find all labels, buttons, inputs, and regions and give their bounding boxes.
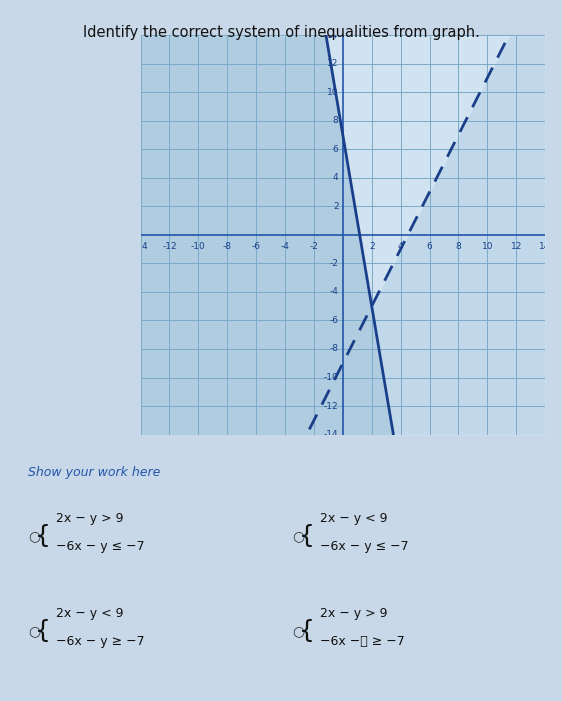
Text: -12: -12 (324, 402, 338, 411)
Text: −6x − y ≥ −7: −6x − y ≥ −7 (56, 635, 145, 648)
Text: 2x − y > 9: 2x − y > 9 (56, 512, 124, 525)
Text: 6: 6 (427, 242, 432, 251)
Text: 8: 8 (333, 116, 338, 125)
Text: 4: 4 (333, 173, 338, 182)
Text: -10: -10 (191, 242, 206, 251)
Text: -8: -8 (223, 242, 232, 251)
Text: -10: -10 (324, 373, 338, 382)
Text: −6x −ⓕ ≥ −7: −6x −ⓕ ≥ −7 (320, 635, 405, 648)
Text: Show your work here: Show your work here (28, 466, 161, 479)
Text: ○: ○ (28, 529, 40, 543)
Text: -6: -6 (252, 242, 261, 251)
Text: 8: 8 (456, 242, 461, 251)
Text: 12: 12 (510, 242, 522, 251)
Text: 10: 10 (482, 242, 493, 251)
Text: 2x − y < 9: 2x − y < 9 (320, 512, 388, 525)
Text: -14: -14 (324, 430, 338, 439)
Text: -14: -14 (133, 242, 148, 251)
Text: Identify the correct system of inequalities from graph.: Identify the correct system of inequalit… (83, 25, 479, 39)
Text: -8: -8 (329, 344, 338, 353)
Text: −6x − y ≤ −7: −6x − y ≤ −7 (56, 540, 145, 553)
Text: {: { (35, 619, 51, 643)
Text: -12: -12 (162, 242, 176, 251)
Text: 14: 14 (540, 242, 551, 251)
Text: -4: -4 (280, 242, 289, 251)
Text: ○: ○ (292, 624, 305, 638)
Text: {: { (35, 524, 51, 548)
Text: 6: 6 (333, 144, 338, 154)
Text: 2: 2 (333, 202, 338, 211)
Text: ○: ○ (292, 529, 305, 543)
Text: -2: -2 (310, 242, 318, 251)
Text: 14: 14 (327, 31, 338, 39)
Text: -6: -6 (329, 316, 338, 325)
Text: 2: 2 (369, 242, 374, 251)
Text: -4: -4 (329, 287, 338, 297)
Text: -2: -2 (329, 259, 338, 268)
Text: {: { (299, 619, 315, 643)
Text: 4: 4 (398, 242, 404, 251)
Text: {: { (299, 524, 315, 548)
Text: 12: 12 (327, 59, 338, 68)
Text: 2x − y > 9: 2x − y > 9 (320, 607, 388, 620)
Text: 2x − y < 9: 2x − y < 9 (56, 607, 124, 620)
Text: ○: ○ (28, 624, 40, 638)
Text: 10: 10 (327, 88, 338, 97)
Text: −6x − y ≤ −7: −6x − y ≤ −7 (320, 540, 409, 553)
